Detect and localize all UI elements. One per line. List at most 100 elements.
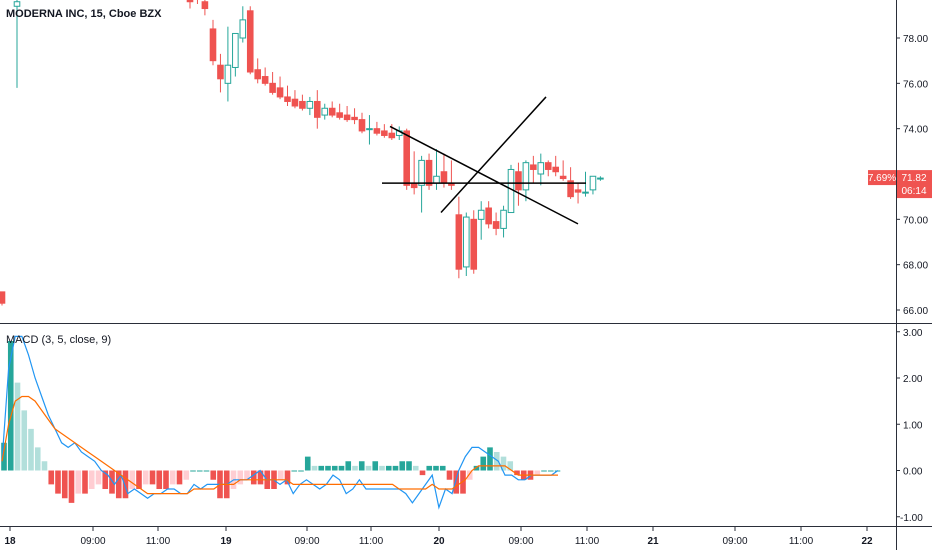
macd-tick-label: -1.00 [900,513,923,524]
macd-histogram-bar [291,470,298,472]
candle-body [13,1,21,7]
candle-body [351,116,358,121]
candle-body [358,119,366,132]
macd-histogram-bar [426,465,433,471]
candle-body [269,82,276,93]
macd-histogram-bar [507,461,514,471]
macd-histogram-bar [196,470,203,472]
macd-histogram-bar [68,470,75,503]
candle-body [567,180,574,198]
candle-body [582,191,589,194]
candle-body [597,177,604,180]
candle-body [381,130,388,136]
signal-line [1,395,558,495]
macd-histogram-bar [257,470,264,485]
price-tick-label: 68.00 [903,261,928,272]
macd-histogram-bar [190,470,196,472]
macd-histogram-bar [75,470,82,494]
price-badge [897,170,932,199]
candle-body [239,19,247,39]
macd-histogram-bar [156,470,163,489]
macd-histogram-bar [55,470,61,494]
candle-body [492,221,500,229]
candle-body [201,1,209,10]
macd-histogram-bar [149,470,156,485]
candle-body [254,69,261,80]
candle-body [515,171,522,191]
macd-histogram-bar [277,470,284,480]
candle-body [522,162,530,191]
macd-histogram-bar [419,470,426,476]
macd-histogram-bar [493,452,500,471]
candle-body [559,175,567,180]
macd-histogram-bar [331,465,338,471]
trend-line-drawing [440,96,547,214]
change-badge-text: 7.69% [868,173,896,184]
macd-histogram-bar [311,465,318,471]
candle-body [186,0,194,3]
candle-body [0,291,6,304]
macd-histogram-bar [210,470,217,480]
macd-histogram-bar [34,447,41,471]
change-badge [868,170,896,186]
symbol-title: MODERNA INC, 15, Cboe BZX [6,8,162,20]
candle-body [306,100,314,109]
macd-histogram-bar [338,465,345,471]
macd-histogram-bar [1,442,7,471]
candle-body [425,159,433,186]
macd-histogram-bar [250,470,257,485]
macd-histogram-bar [176,470,183,485]
time-tick-label: 11:00 [146,536,171,547]
macd-histogram-bar [399,461,406,471]
macd-histogram-bar [304,456,311,471]
macd-histogram-bar [109,470,115,494]
macd-histogram-bar [500,456,507,471]
candle-body [343,114,351,121]
macd-histogram-bar [28,428,34,471]
candle-body [276,87,284,98]
macd-tick-label: 2.00 [903,374,923,385]
macd-histogram-bar [473,465,480,471]
price-badge-value: 71.82 [901,173,926,184]
macd-line [1,335,559,510]
macd-histogram-bar [365,465,372,471]
macd-histogram-bar [14,382,21,471]
macd-histogram-bar [466,470,473,480]
macd-histogram-bar [7,341,14,471]
time-tick-label: 18 [4,536,16,547]
candle-body [470,218,478,270]
trend-line-drawing [389,125,579,225]
macd-histogram-bar [514,470,520,476]
macd-histogram-bar [372,461,379,471]
macd-histogram-bar [379,465,385,471]
macd-histogram-bar [203,470,210,472]
time-tick-label: 11:00 [789,536,814,547]
time-tick-label: 11:00 [359,536,384,547]
price-tick-label: 76.00 [903,79,928,90]
price-tick-label: 74.00 [903,125,928,136]
candle-body [433,175,440,184]
candle-body [299,100,306,109]
candle-body [485,207,492,225]
candle-body [507,168,515,214]
macd-histogram-bar [406,461,412,471]
candle-body [418,159,425,186]
macd-tick-label: 1.00 [903,420,923,431]
macd-histogram-bar [345,461,352,471]
macd-histogram-bar [284,470,291,485]
candle-body [321,107,329,116]
macd-histogram-bar [237,470,244,485]
macd-tick-label: 0.00 [903,467,923,478]
price-tick-label: 70.00 [903,215,928,226]
macd-histogram-bar [480,456,487,471]
time-tick-label: 09:00 [722,536,747,547]
macd-histogram-bar [392,465,399,471]
macd-histogram-bar [102,470,109,489]
candle-body [284,96,291,102]
macd-histogram-bar [163,470,169,489]
macd-label: MACD (3, 5, close, 9) [6,334,112,346]
macd-histogram-bar [446,470,453,480]
candle-body [291,98,299,107]
